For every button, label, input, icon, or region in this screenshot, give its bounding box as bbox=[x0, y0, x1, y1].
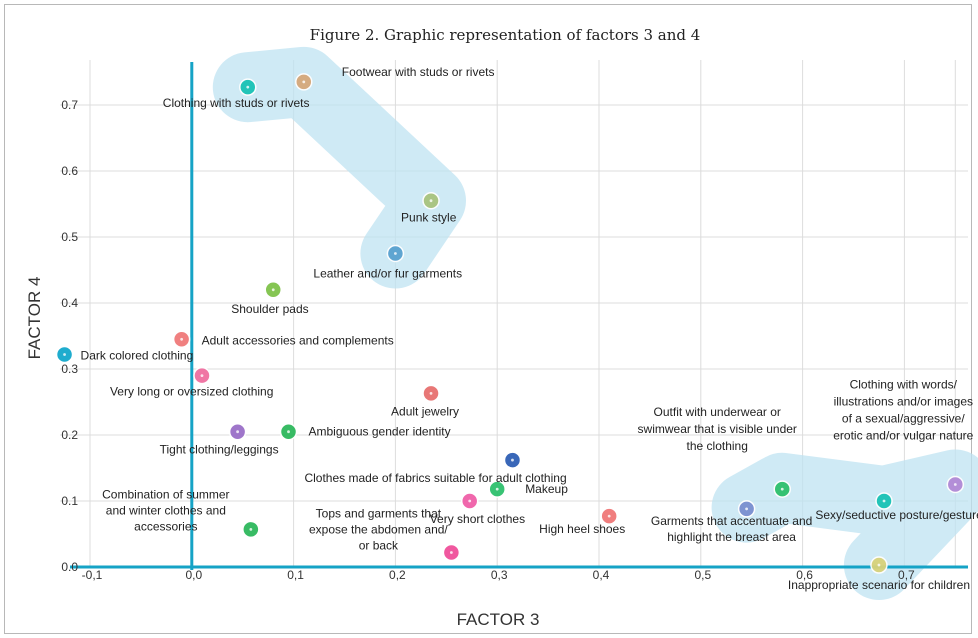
x-tick-label: 0,4 bbox=[593, 568, 610, 582]
point-label: Makeup bbox=[525, 482, 568, 496]
chart-title: Figure 2. Graphic representation of fact… bbox=[310, 26, 701, 44]
tick-layer: -0,1 0,0 0,1 0,2 0,3 0,4 0,5 0,6 0,7 0.0 0.1 0.2 0.3… bbox=[61, 98, 915, 582]
x-tick-label: 0,7 bbox=[898, 568, 915, 582]
point-label: Punk style bbox=[401, 211, 457, 225]
data-point-center bbox=[236, 430, 240, 434]
point-label: Dark colored clothing bbox=[81, 348, 194, 362]
point-label: Garments that accentuate and highlight th… bbox=[651, 514, 812, 544]
x-tick-label: 0,3 bbox=[491, 568, 508, 582]
data-point-center bbox=[877, 563, 881, 567]
y-tick-label: 0.1 bbox=[61, 494, 78, 508]
point-label: Inappropriate scenario for children bbox=[788, 578, 970, 592]
point-label: Sexy/seductive posture/gesture bbox=[815, 508, 978, 522]
point-label: Clothing with studs or rivets bbox=[163, 96, 310, 110]
x-tick-label: 0,0 bbox=[185, 568, 202, 582]
point-label: High heel shoes bbox=[539, 522, 625, 536]
x-axis-label: FACTOR 3 bbox=[457, 610, 540, 629]
data-point-center bbox=[511, 458, 514, 462]
y-tick-label: 0.6 bbox=[61, 164, 78, 178]
point-label: Tops and garments that expose the abdomen… bbox=[309, 506, 448, 552]
y-tick-label: 0.2 bbox=[61, 428, 78, 442]
point-label: Very short clothes bbox=[430, 512, 525, 526]
point-layer bbox=[55, 73, 965, 574]
y-tick-label: 0.7 bbox=[61, 98, 78, 112]
point-label: Adult accessories and complements bbox=[202, 333, 394, 347]
data-point-center bbox=[780, 487, 784, 491]
y-tick-label: 0.4 bbox=[61, 296, 78, 310]
point-label: Combination of summer and winter clothes … bbox=[102, 487, 229, 533]
point-label: Ambiguous gender identity bbox=[309, 425, 451, 439]
x-tick-label: 0,6 bbox=[796, 568, 813, 582]
point-label: Shoulder pads bbox=[231, 302, 308, 316]
point-label: Tight clothing/leggings bbox=[160, 443, 279, 457]
y-axis-label: FACTOR 4 bbox=[25, 277, 44, 360]
y-tick-label: 0.5 bbox=[61, 230, 78, 244]
data-point-center bbox=[429, 392, 433, 395]
x-tick-label: 0,1 bbox=[287, 568, 304, 582]
data-point-center bbox=[246, 85, 250, 89]
x-tick-label: -0,1 bbox=[82, 568, 103, 582]
cluster-shade bbox=[212, 46, 466, 289]
data-point-center bbox=[495, 487, 499, 491]
x-tick-label: 0,2 bbox=[389, 568, 406, 582]
data-point-center bbox=[180, 337, 184, 341]
data-point-center bbox=[287, 430, 290, 434]
point-label: Very long or oversized clothing bbox=[110, 385, 273, 399]
x-tick-label: 0,5 bbox=[694, 568, 711, 582]
data-point-center bbox=[249, 527, 253, 531]
data-point-center bbox=[63, 353, 66, 356]
data-point-center bbox=[953, 483, 957, 486]
data-point-center bbox=[607, 514, 611, 518]
point-label: Footwear with studs or rivets bbox=[342, 65, 495, 79]
axis-layer bbox=[70, 62, 968, 570]
cluster-layer bbox=[212, 46, 978, 600]
data-point-center bbox=[271, 288, 275, 292]
point-label: Clothing with words/illustrations and/or… bbox=[833, 378, 973, 443]
y-tick-label: 0.3 bbox=[61, 362, 78, 376]
point-label: Leather and/or fur garments bbox=[313, 267, 462, 281]
data-point-center bbox=[882, 499, 886, 503]
data-point-center bbox=[429, 199, 433, 203]
y-tick-label: 0.0 bbox=[61, 560, 78, 574]
data-point-center bbox=[302, 80, 306, 84]
data-point-center bbox=[449, 551, 453, 554]
label-layer: Clothing with studs or rivets Footwear wi… bbox=[81, 65, 978, 592]
point-label: Outfit with underwear or swimwear that is… bbox=[638, 405, 797, 453]
point-label: Adult jewelry bbox=[391, 404, 459, 418]
data-point-center bbox=[745, 507, 749, 511]
point-label: Clothes made of fabrics suitable for adu… bbox=[304, 471, 566, 485]
data-point-center bbox=[394, 252, 397, 255]
data-point-center bbox=[200, 374, 204, 377]
figure-frame bbox=[4, 4, 972, 634]
data-point-center bbox=[468, 499, 472, 503]
